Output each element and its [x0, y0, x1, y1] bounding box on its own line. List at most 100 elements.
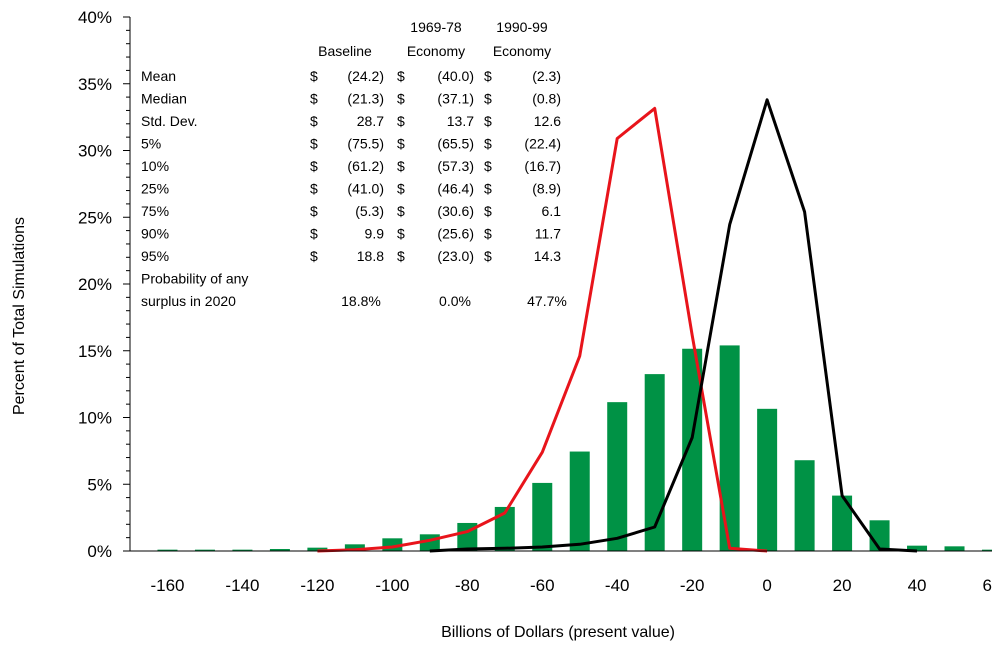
table-row-label: Mean	[141, 68, 176, 84]
table-currency: $	[484, 203, 492, 219]
table-currency: $	[484, 136, 492, 152]
table-value: 6.1	[542, 203, 562, 219]
x-tick-label: -20	[680, 576, 705, 595]
bar	[232, 549, 253, 551]
table-row-label: 75%	[141, 203, 169, 219]
y-tick-label: 5%	[87, 475, 112, 494]
axes	[123, 16, 992, 552]
table-header: Economy	[407, 43, 465, 59]
tick-labels: 0% 5% 10% 15% 20% 25% 30% 35% 40% -160 -140 -120 -10…	[78, 8, 992, 595]
table-value: (24.2)	[347, 68, 384, 84]
table-currency: $	[484, 226, 492, 242]
table-currency: $	[310, 68, 318, 84]
bar	[607, 402, 628, 551]
y-tick-label: 40%	[78, 8, 112, 27]
table-value: (75.5)	[347, 136, 384, 152]
bar	[832, 495, 853, 551]
table-currency: $	[397, 136, 405, 152]
table-currency: $	[484, 91, 492, 107]
bar	[344, 544, 365, 551]
table-value: (41.0)	[347, 181, 384, 197]
series-line-0	[317, 106, 768, 553]
x-tick-label: -140	[225, 576, 259, 595]
bar	[944, 546, 965, 551]
y-tick-label: 0%	[87, 542, 112, 561]
x-tick-label: 20	[833, 576, 852, 595]
table-currency: $	[310, 226, 318, 242]
table-row-label: Median	[141, 91, 187, 107]
x-tick-label: -60	[530, 576, 555, 595]
table-value: (25.6)	[437, 226, 474, 242]
table-header-top: 1969-78	[410, 19, 462, 35]
y-axis-title: Percent of Total Simulations	[11, 217, 28, 415]
bar	[494, 506, 515, 551]
bar	[644, 374, 665, 551]
table-currency: $	[484, 181, 492, 197]
table-currency: $	[310, 248, 318, 264]
table-row-label: 90%	[141, 226, 169, 242]
x-tick-label: 0	[762, 576, 771, 595]
table-value: 18.8	[357, 248, 384, 264]
x-tick-label: 40	[908, 576, 927, 595]
y-tick-label: 35%	[78, 75, 112, 94]
table-value: (37.1)	[437, 91, 474, 107]
bar	[982, 549, 992, 551]
x-tick-label: -120	[300, 576, 334, 595]
probability-value: 18.8%	[341, 293, 381, 309]
table-currency: $	[397, 226, 405, 242]
table-row-label: 10%	[141, 158, 169, 174]
bar	[907, 545, 928, 551]
x-tick-label: -80	[455, 576, 480, 595]
table-currency: $	[397, 248, 405, 264]
table-currency: $	[484, 68, 492, 84]
table-currency: $	[397, 181, 405, 197]
table-currency: $	[397, 158, 405, 174]
table-currency: $	[310, 136, 318, 152]
bar	[569, 451, 590, 551]
table-value: (30.6)	[437, 203, 474, 219]
probability-value: 47.7%	[527, 293, 567, 309]
table-value: (16.7)	[524, 158, 561, 174]
table-currency: $	[397, 113, 405, 129]
table-currency: $	[310, 158, 318, 174]
bar	[307, 547, 328, 551]
bar	[532, 482, 553, 551]
table-value: (57.3)	[437, 158, 474, 174]
table-currency: $	[310, 203, 318, 219]
series-line-1	[429, 98, 918, 553]
table-row-label: 25%	[141, 181, 169, 197]
bar	[269, 548, 290, 551]
table-currency: $	[397, 68, 405, 84]
table-value: 9.9	[365, 226, 385, 242]
stats-table: 1969-78 1990-99 Baseline Economy Economy Mean…	[141, 19, 567, 309]
y-tick-label: 15%	[78, 342, 112, 361]
table-header: Economy	[493, 43, 551, 59]
table-value: 13.7	[447, 113, 474, 129]
table-currency: $	[310, 181, 318, 197]
probability-label: surplus in 2020	[141, 293, 236, 309]
table-row-label: 5%	[141, 136, 161, 152]
table-currency: $	[397, 91, 405, 107]
table-currency: $	[484, 248, 492, 264]
bar	[682, 348, 703, 551]
table-value: 28.7	[357, 113, 384, 129]
table-value: (46.4)	[437, 181, 474, 197]
y-tick-label: 30%	[78, 142, 112, 161]
table-row-label: 95%	[141, 248, 169, 264]
table-value: 11.7	[535, 226, 561, 242]
table-value: 12.6	[534, 113, 561, 129]
y-tick-label: 20%	[78, 275, 112, 294]
table-value: 14.3	[534, 248, 561, 264]
bar	[719, 345, 740, 551]
x-tick-label: 60	[983, 576, 992, 595]
table-header: Baseline	[318, 43, 372, 59]
table-value: (40.0)	[437, 68, 474, 84]
table-value: (8.9)	[532, 181, 561, 197]
x-axis-title: Billions of Dollars (present value)	[441, 624, 675, 641]
table-value: (23.0)	[437, 248, 474, 264]
table-currency: $	[310, 91, 318, 107]
table-currency: $	[397, 203, 405, 219]
table-value: (65.5)	[437, 136, 474, 152]
x-tick-label: -160	[150, 576, 184, 595]
y-tick-label: 25%	[78, 208, 112, 227]
